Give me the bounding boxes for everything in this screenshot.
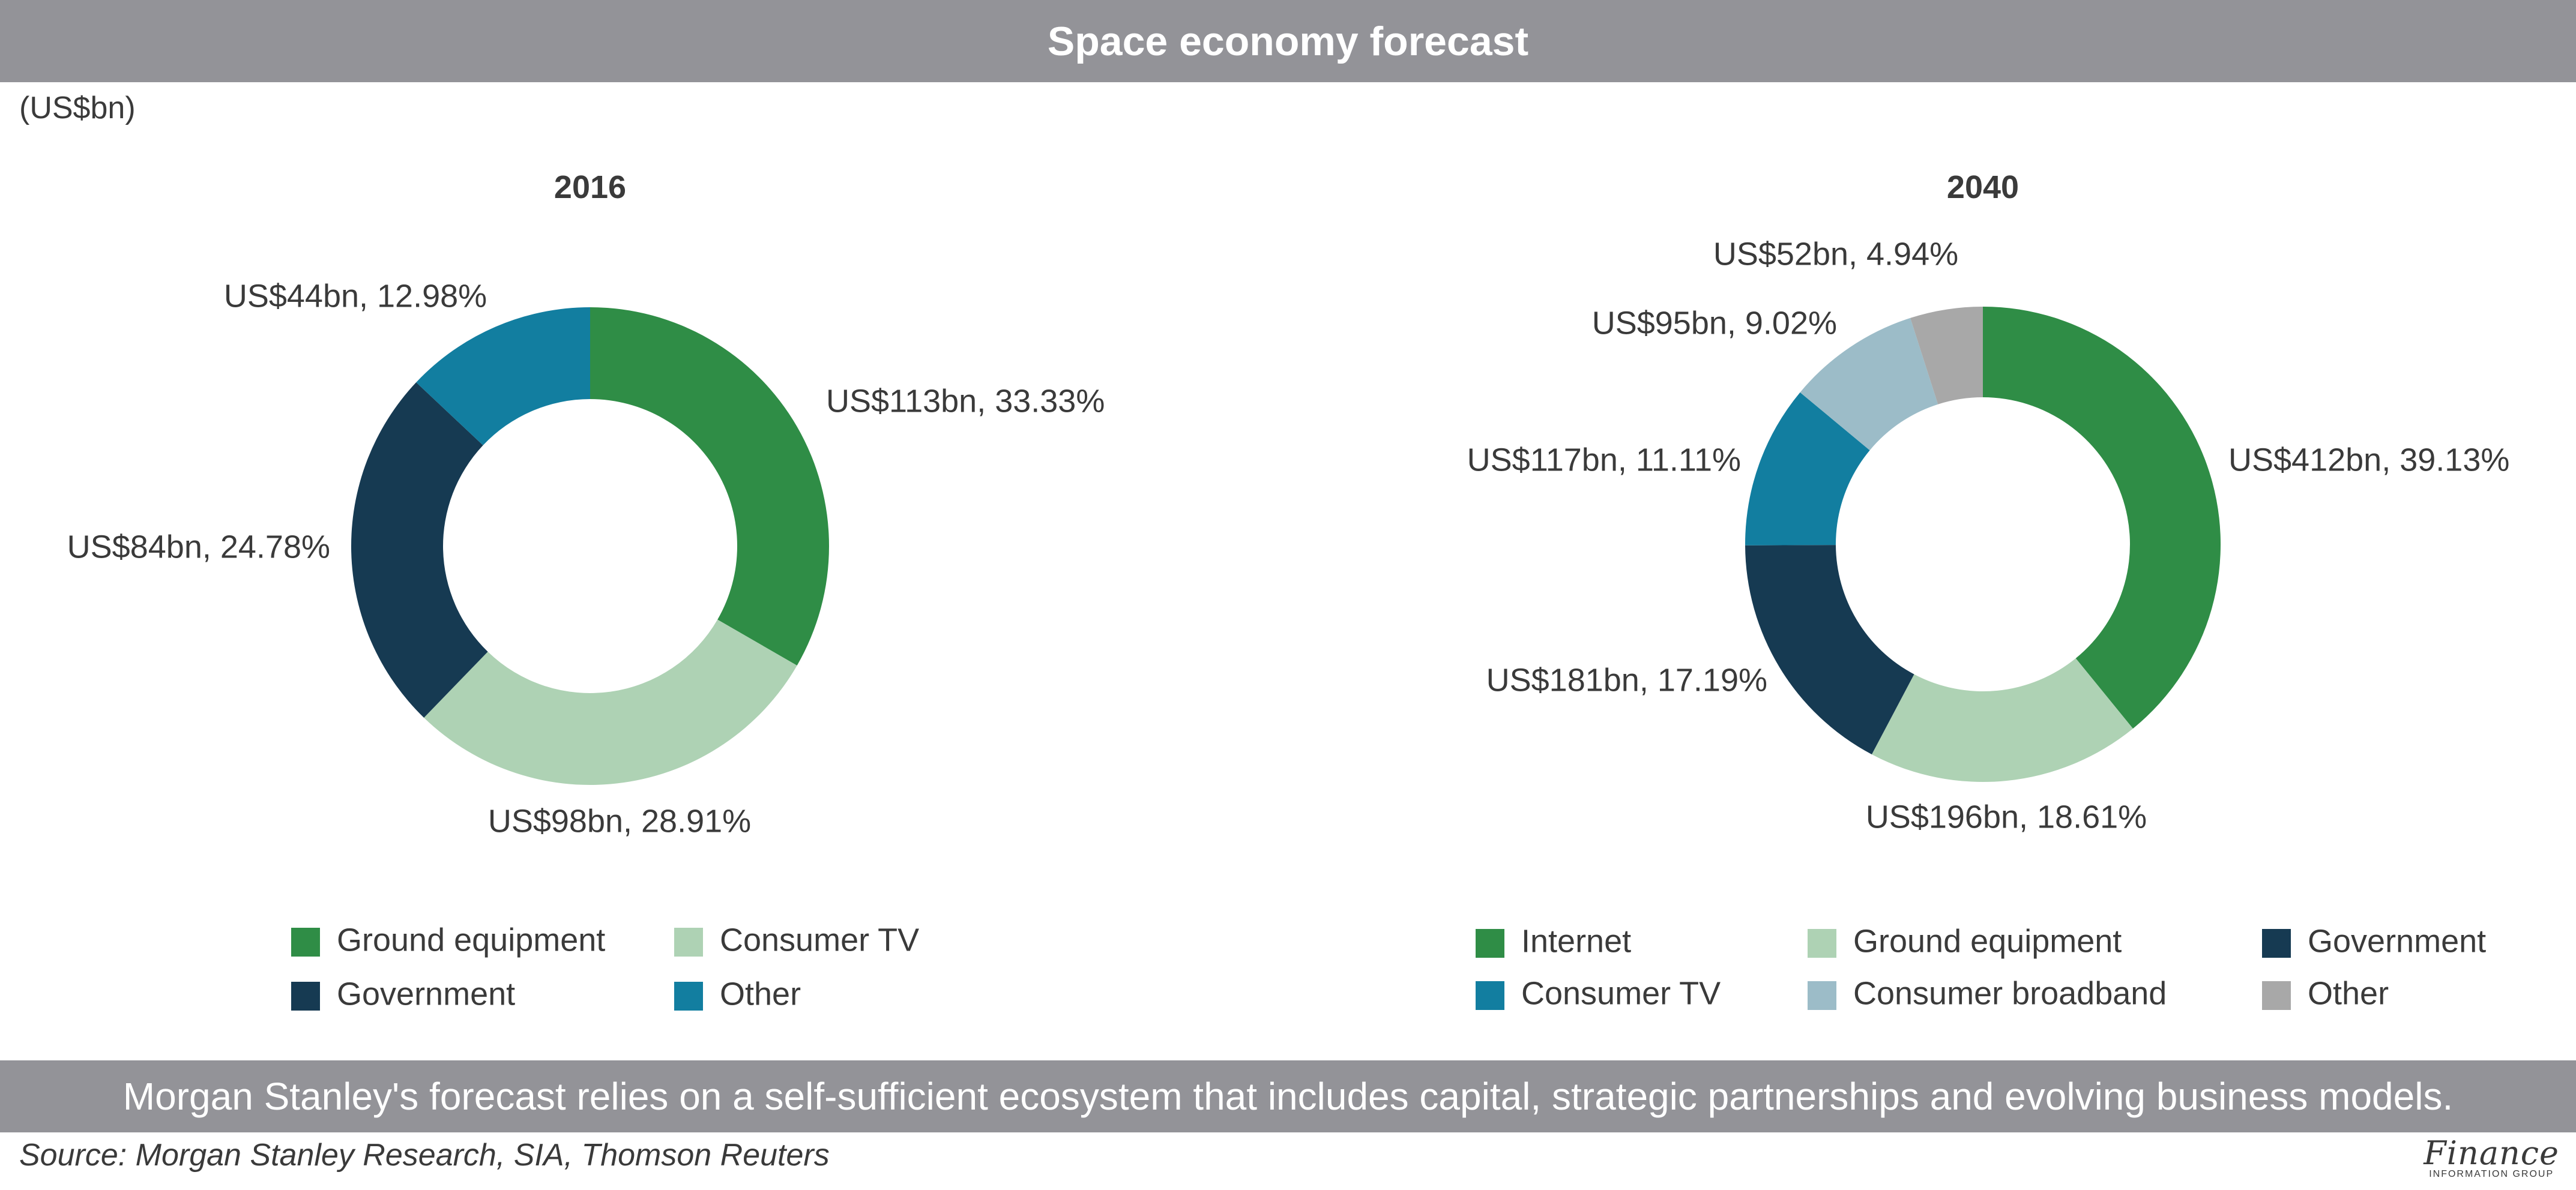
legend-swatch-internet [1476,929,1504,958]
unit-label: (US$bn) [19,91,136,125]
donut-chart-2016: 2016 US$113bn, 33.33% US$98bn, 28.91% US$84… [67,169,1105,1012]
legend-label-other: Other [720,976,801,1012]
slice-label-internet: US$412bn, 39.13% [2228,442,2509,478]
slice-label-consumer-tv: US$117bn, 11.11% [1467,442,1741,478]
legend-swatch-ground-equipment [291,928,320,957]
logo-sub-text: INFORMATION GROUP [2429,1169,2554,1179]
slice-consumer-tv [424,619,797,785]
slice-label-government: US$84bn, 24.78% [67,529,330,565]
slice-label-ground-equipment: US$196bn, 18.61% [1866,799,2147,835]
chart-title-2016: 2016 [554,169,626,205]
chart-header: Space economy forecast [0,0,2576,82]
slice-label-other: US$44bn, 12.98% [224,278,487,314]
slice-government [1745,545,1914,755]
legend-swatch-other [2262,981,2291,1010]
summary-note-text: Morgan Stanley's forecast relies on a se… [122,1075,2454,1118]
slice-other [1910,307,1983,404]
legend-label-consumer-tv: Consumer TV [1521,975,1721,1011]
slice-government [351,382,488,718]
legend-label-ground-equipment: Ground equipment [1853,923,2122,959]
legend-swatch-consumer-tv [674,928,703,957]
legend-label-consumer-broadband: Consumer broadband [1853,975,2167,1011]
donut-chart-2040: 2040 US$412bn, 39.13% US$196bn, 18.61% US$1… [1467,169,2510,1011]
slice-internet [1983,307,2221,729]
legend-swatch-consumer-broadband [1808,981,1836,1010]
legend-label-government: Government [337,976,515,1012]
slice-other [416,307,590,446]
legend-label-other: Other [2308,975,2389,1011]
legend-label-consumer-tv: Consumer TV [720,922,919,958]
slice-label-other: US$52bn, 4.94% [1713,236,1958,272]
slice-label-consumer-tv: US$98bn, 28.91% [488,803,751,839]
slice-consumer-broadband [1800,317,1938,451]
slice-ground-equipment [1871,658,2133,783]
summary-note: Morgan Stanley's forecast relies on a se… [0,1060,2576,1132]
chart-main-title: Space economy forecast [1047,18,1529,64]
legend-label-government: Government [2308,923,2486,959]
slice-ground-equipment [590,307,829,666]
legend-swatch-consumer-tv [1476,981,1504,1010]
slice-label-ground-equipment: US$113bn, 33.33% [826,383,1105,419]
legend-swatch-other [674,982,703,1011]
slice-label-consumer-broadband: US$95bn, 9.02% [1592,305,1837,341]
chart-title-2040: 2040 [1947,169,2019,205]
source-text: Source: Morgan Stanley Research, SIA, Th… [19,1138,830,1173]
slice-consumer-tv [1745,392,1870,545]
legend-swatch-government [291,982,320,1011]
legend-label-internet: Internet [1521,923,1631,959]
logo-main-text: Finance [2424,1134,2559,1172]
legend-label-ground-equipment: Ground equipment [337,922,605,958]
legend-swatch-government [2262,929,2291,958]
slice-label-government: US$181bn, 17.19% [1486,662,1767,698]
legend-swatch-ground-equipment [1808,929,1836,958]
finance-logo: Finance INFORMATION GROUP [2424,1137,2559,1179]
